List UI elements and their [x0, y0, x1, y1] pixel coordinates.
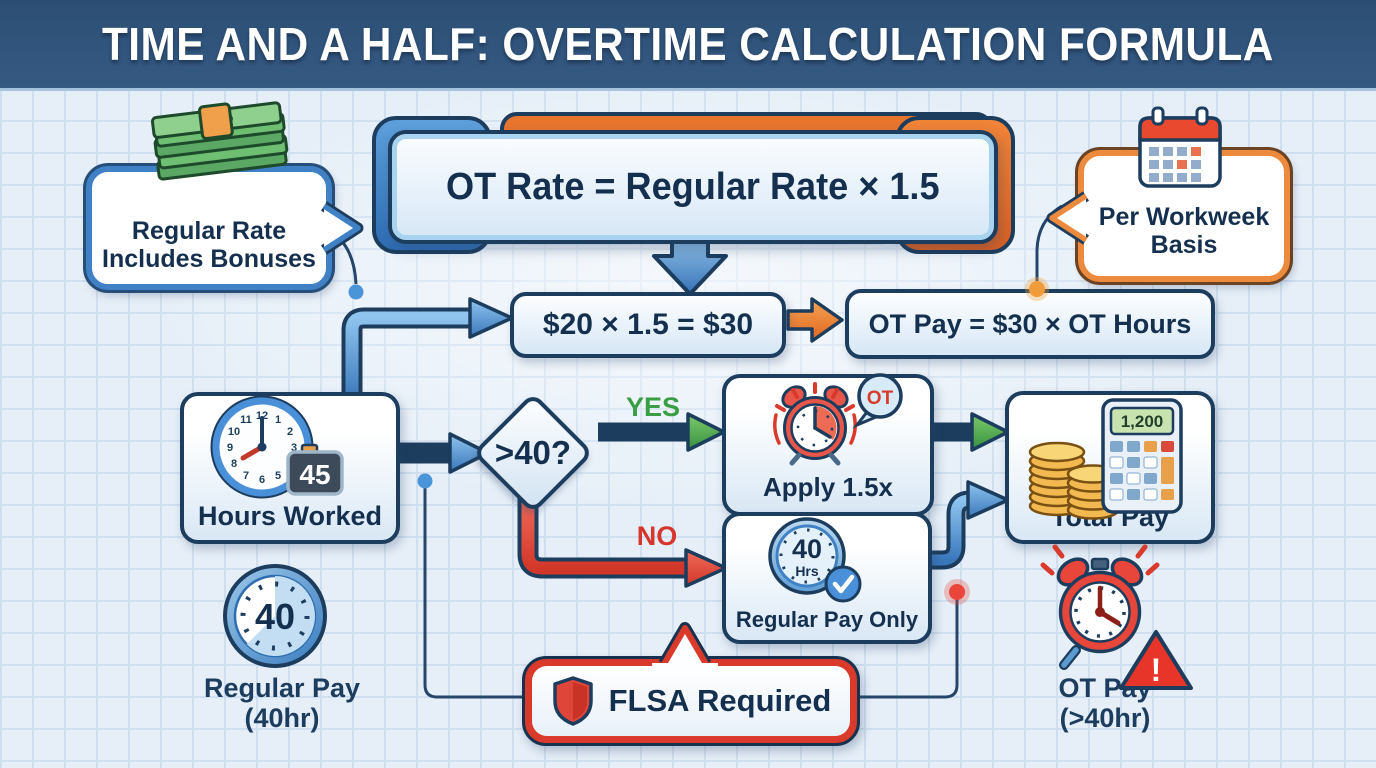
ot-pay-legend: OT Pay (>40hr) [995, 673, 1215, 733]
formula-main-text: OT Rate = Regular Rate × 1.5 [446, 165, 940, 208]
regular-pay-legend-line2: (40hr) [244, 702, 320, 733]
ot-pay-legend-line2: (>40hr) [1059, 702, 1151, 733]
regular-pay-legend-line1: Regular Pay [203, 673, 361, 703]
decision-node: >40? [472, 392, 594, 514]
ot-pay-formula-box: OT Pay = $30 × OT Hours [845, 289, 1215, 359]
yes-label: YES [625, 392, 681, 422]
apply-ot-box: Apply 1.5x [722, 374, 934, 516]
ot-pay-formula-text: OT Pay = $30 × OT Hours [868, 308, 1192, 339]
example-text: $20 × 1.5 = $30 [542, 308, 754, 341]
total-pay-label: Total Pay [1050, 502, 1170, 532]
no-label: NO [636, 521, 678, 551]
hours-worked-label: Hours Worked [197, 501, 383, 531]
regular-rate-callout: Regular Rate Includes Bonuses [86, 166, 332, 290]
regular-pay-legend: Regular Pay (40hr) [172, 673, 392, 733]
decision-label: >40? [494, 434, 572, 471]
ot-pay-legend-line1: OT Pay [1058, 673, 1152, 703]
workweek-line2: Basis [1150, 231, 1218, 260]
hours-worked-box: Hours Worked [180, 392, 400, 544]
shield-icon [552, 676, 593, 726]
flsa-box: FLSA Required [522, 656, 860, 746]
regular-rate-line1: Regular Rate [131, 216, 287, 245]
flsa-label: FLSA Required [608, 683, 832, 718]
workweek-callout: Per Workweek Basis [1078, 150, 1290, 282]
workweek-line1: Per Workweek [1098, 202, 1270, 231]
formula-box: OT Rate = Regular Rate × 1.5 [388, 130, 998, 244]
flsa-box-inner: FLSA Required [532, 666, 850, 736]
page-title: TIME AND A HALF: OVERTIME CALCULATION FO… [102, 18, 1274, 70]
example-box: $20 × 1.5 = $30 [510, 292, 786, 358]
regular-rate-line2: Includes Bonuses [102, 245, 316, 274]
regular-pay-only-label: Regular Pay Only [735, 607, 919, 632]
header-bar: TIME AND A HALF: OVERTIME CALCULATION FO… [0, 0, 1376, 91]
apply-ot-label: Apply 1.5x [762, 472, 894, 502]
total-pay-box: Total Pay [1005, 391, 1215, 544]
regular-pay-only-box: Regular Pay Only [722, 512, 932, 644]
